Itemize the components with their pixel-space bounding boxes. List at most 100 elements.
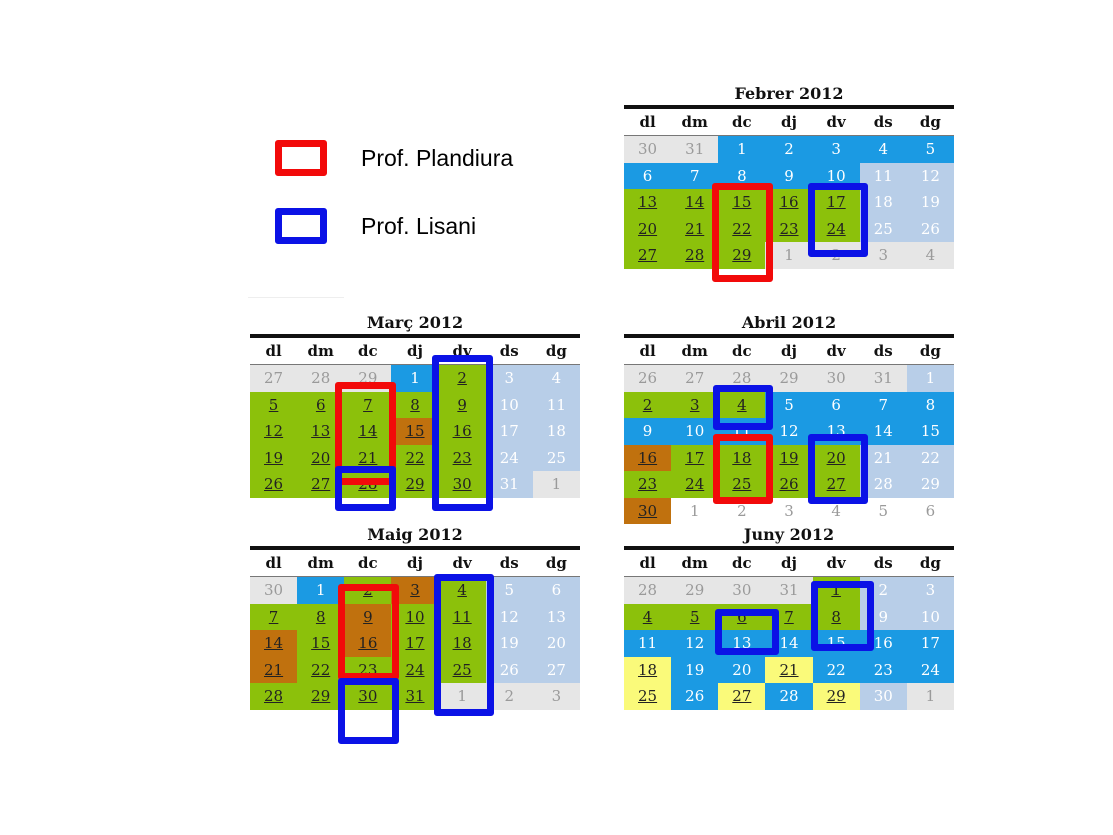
day-grid: 30 1 2 3 4 5 6 7 8 9 10 11 12 13 14 15 16 17 18 19 20 21 22 23 2… xyxy=(250,577,580,710)
day-cell: 9 xyxy=(765,162,813,189)
day-grid: 28 29 30 31 1 2 3 4 5 6 7 8 9 10 11 12 13 14 15 16 17 18 19 20 2… xyxy=(624,577,954,710)
day-cell: 29 xyxy=(812,683,860,710)
weekday-label: dl xyxy=(639,342,656,360)
day-cell: 30 xyxy=(624,497,672,524)
weekday-label: dj xyxy=(407,554,423,572)
day-cell: 22 xyxy=(812,656,860,683)
weekday-label: dl xyxy=(639,554,656,572)
plandiura-frame xyxy=(712,183,773,282)
day-cell: 3 xyxy=(906,577,954,604)
weekday-label: ds xyxy=(873,342,893,360)
day-cell: 7 xyxy=(250,603,298,630)
calendar-title: Maig 2012 xyxy=(367,525,463,544)
day-cell: 8 xyxy=(906,391,954,418)
day-cell: 8 xyxy=(812,603,860,630)
day-cell: 15 xyxy=(718,189,766,216)
day-cell: 20 xyxy=(532,630,580,657)
day-cell: 26 xyxy=(671,683,719,710)
day-cell: 2 xyxy=(624,391,672,418)
weekday-label: dc xyxy=(732,342,752,360)
day-cell: 11 xyxy=(532,391,580,418)
weekday-label: dc xyxy=(732,113,752,131)
day-cell: 3 xyxy=(812,136,860,163)
day-cell: 28 xyxy=(297,365,345,392)
day-cell: 6 xyxy=(532,577,580,604)
day-cell: 14 xyxy=(671,189,719,216)
day-cell: 15 xyxy=(906,418,954,445)
day-cell: 30 xyxy=(859,683,907,710)
weekday-label: dv xyxy=(826,554,846,572)
day-cell: 15 xyxy=(391,418,439,445)
day-cell: 5 xyxy=(671,603,719,630)
day-cell: 12 xyxy=(765,418,813,445)
day-cell: 20 xyxy=(718,656,766,683)
calendar-title: Abril 2012 xyxy=(741,313,837,332)
day-cell: 3 xyxy=(391,577,439,604)
day-cell: 22 xyxy=(718,215,766,242)
day-cell: 22 xyxy=(391,444,439,471)
day-cell: 6 xyxy=(718,603,766,630)
day-cell: 19 xyxy=(906,189,954,216)
day-cell: 31 xyxy=(859,365,907,392)
calendar-febrer: Febrer 2012 dl dm dc dj dv ds dg 30 31 1 2 3 4 5 6 7 8 9… xyxy=(624,83,954,269)
day-cell: 1 xyxy=(765,242,813,269)
day-cell: 22 xyxy=(297,656,345,683)
day-cell: 23 xyxy=(765,215,813,242)
day-cell: 30 xyxy=(250,577,298,604)
day-cell: 4 xyxy=(438,577,486,604)
day-cell: 20 xyxy=(624,215,672,242)
day-cell: 1 xyxy=(718,136,766,163)
weekday-label: dg xyxy=(919,554,941,572)
day-cell: 17 xyxy=(906,630,954,657)
weekday-label: dg xyxy=(545,554,567,572)
plandiura-frame xyxy=(335,382,396,485)
day-cell: 10 xyxy=(485,391,533,418)
day-cell: 24 xyxy=(671,471,719,498)
legend-label: Prof. Lisani xyxy=(361,212,477,239)
day-cell: 9 xyxy=(624,418,672,445)
weekday-label: dl xyxy=(639,113,656,131)
lisani-frame xyxy=(432,355,493,511)
day-cell: 1 xyxy=(297,577,345,604)
weekday-label: dv xyxy=(826,113,846,131)
calendar-title: Març 2012 xyxy=(366,313,464,332)
day-cell: 8 xyxy=(297,603,345,630)
weekday-label: ds xyxy=(873,113,893,131)
day-cell: 30 xyxy=(344,683,392,710)
day-cell: 9 xyxy=(344,603,392,630)
lisani-frame xyxy=(808,434,868,504)
calendar-abril: Abril 2012 dl dm dc dj dv ds dg 26 27 28 29 30 31 1 2… xyxy=(624,312,954,524)
day-cell: 22 xyxy=(906,444,954,471)
weekday-label: dj xyxy=(781,342,797,360)
weekday-label: dl xyxy=(265,342,282,360)
day-cell: 17 xyxy=(485,418,533,445)
day-cell: 26 xyxy=(906,215,954,242)
day-cell: 1 xyxy=(906,365,954,392)
weekday-label: dj xyxy=(781,113,797,131)
day-cell: 21 xyxy=(765,656,813,683)
day-cell: 11 xyxy=(624,630,672,657)
calendar-marc: Març 2012 dl dm dc dj dv ds dg 27 28 29 1 2 3 4 5 6 7 8 9… xyxy=(250,312,580,498)
day-cell: 31 xyxy=(391,683,439,710)
day-cell: 28 xyxy=(765,683,813,710)
day-grid: 26 27 28 29 30 31 1 2 3 4 5 6 7 8 9 10 11 12 13 14 15 16 17 18 1… xyxy=(624,365,954,524)
title-rule xyxy=(624,546,954,550)
lisani-frame xyxy=(713,385,773,430)
day-cell: 12 xyxy=(671,630,719,657)
legend-lisani: Prof. Lisani xyxy=(275,208,476,244)
day-cell: 17 xyxy=(391,630,439,657)
day-cell: 5 xyxy=(765,391,813,418)
day-cell: 16 xyxy=(438,418,486,445)
day-cell: 5 xyxy=(250,391,298,418)
weekday-label: dl xyxy=(265,554,282,572)
day-cell: 24 xyxy=(391,656,439,683)
lisani-frame xyxy=(715,609,779,655)
day-grid: 27 28 29 1 2 3 4 5 6 7 8 9 10 11 12 13 14 15 16 17 18 19 20 21 2… xyxy=(250,365,580,498)
legend-plandiura: Prof. Plandiura xyxy=(275,140,513,176)
day-cell: 25 xyxy=(718,471,766,498)
day-cell: 1 xyxy=(532,471,580,498)
lisani-frame xyxy=(335,466,396,511)
day-cell: 14 xyxy=(344,418,392,445)
day-cell: 18 xyxy=(718,444,766,471)
day-cell: 3 xyxy=(532,683,580,710)
